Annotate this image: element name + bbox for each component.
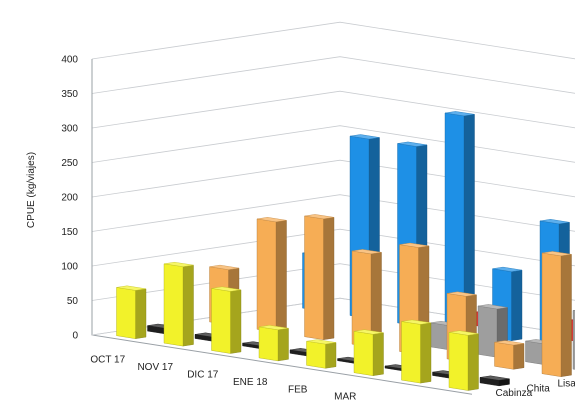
gridline bbox=[91, 90, 575, 129]
y-tick-label: 350 bbox=[61, 89, 78, 100]
x-category-label: OCT 17 bbox=[90, 355, 125, 366]
gridline bbox=[91, 228, 575, 267]
y-axis-label: CPUE (kg/viajes) bbox=[26, 152, 37, 228]
series-label: Lisa bbox=[558, 379, 575, 390]
gridline bbox=[91, 56, 575, 94]
bar-cabinza-mar bbox=[353, 329, 384, 376]
gridline bbox=[91, 194, 575, 232]
bar-cabinza-nov-17 bbox=[163, 261, 194, 347]
bar-lorna-nov-17 bbox=[256, 217, 287, 333]
y-tick-label: 0 bbox=[72, 331, 78, 342]
series-label: Chita bbox=[527, 383, 551, 394]
y-tick-label: 200 bbox=[61, 193, 78, 204]
gridline bbox=[91, 21, 575, 60]
series-label: Cabinza bbox=[496, 388, 533, 399]
bar-cabinza-feb bbox=[306, 339, 337, 369]
y-tick-label: 250 bbox=[61, 158, 78, 169]
bar-cabinza-may bbox=[448, 330, 479, 391]
y-tick-label: 150 bbox=[61, 227, 78, 238]
bar-cabinza-abr bbox=[401, 319, 432, 384]
bar-lorna-dic-17 bbox=[304, 214, 335, 340]
bar-pejerrey-ene-18 bbox=[444, 111, 475, 334]
y-tick-label: 400 bbox=[61, 55, 78, 66]
x-category-label: FEB bbox=[288, 384, 308, 395]
bar-lorna-may bbox=[541, 251, 572, 377]
y-tick-label: 50 bbox=[67, 296, 79, 307]
x-category-label: DIC 17 bbox=[187, 370, 219, 381]
x-category-label: ENE 18 bbox=[233, 377, 268, 388]
bar-lorna-ene-18 bbox=[351, 249, 382, 348]
grid bbox=[91, 21, 575, 395]
y-tick-label: 300 bbox=[61, 124, 78, 135]
bar-lorna-abr bbox=[494, 340, 525, 370]
gridline bbox=[91, 159, 575, 198]
y-axis-ticks: 0 50 100 150 200 250 300 350 400 bbox=[61, 55, 78, 342]
depth-axis-series-labels: CabinzaChitaLisaLornaMacheteMismisPejerr… bbox=[496, 379, 575, 399]
bar-chita-may bbox=[479, 375, 510, 387]
bar-cabinza-dic-17 bbox=[211, 286, 242, 354]
y-tick-label: 100 bbox=[61, 262, 78, 273]
x-category-label: NOV 17 bbox=[137, 362, 173, 373]
gridline bbox=[91, 125, 575, 163]
bar-cabinza-oct-17 bbox=[116, 285, 147, 339]
x-category-label: MAR bbox=[334, 392, 356, 400]
bars bbox=[116, 111, 575, 391]
bar-cabinza-ene-18 bbox=[258, 325, 289, 362]
